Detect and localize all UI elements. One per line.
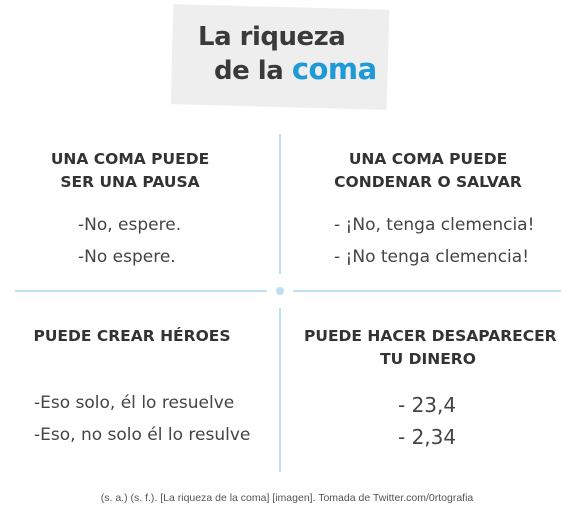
horizontal-divider-left [15,290,267,292]
horizontal-divider-right [293,290,561,292]
quadrant-1-heading-line-2: SER UNA PAUSA [60,173,200,191]
quadrant-2-heading-line-2: CONDENAR O SALVAR [334,173,522,191]
vertical-divider-bottom [279,308,281,472]
quadrant-3-heading: PUEDE CREAR HÉROES [22,325,242,348]
quadrant-2-example-1: - ¡No, tenga clemencia! [334,215,535,235]
divider-center-dot [276,287,284,295]
quadrant-1-example-1: -No, espere. [78,215,182,235]
quadrant-1-example-2: -No espere. [78,247,176,267]
quadrant-4-example-1: - 23,4 [398,393,457,417]
quadrant-3-heading-line-1: PUEDE CREAR HÉROES [33,327,231,345]
quadrant-4-heading-line-1: PUEDE HACER DESAPARECER [304,327,557,345]
title-line-1: La riqueza [198,22,346,52]
quadrant-1-heading: UNA COMA PUEDE SER UNA PAUSA [40,148,220,194]
title-line-2-prefix: de la [214,56,292,86]
title-highlight: coma [291,52,377,86]
quadrant-3-example-1: -Eso solo, él lo resuelve [34,393,235,413]
quadrant-4-heading-line-2: TU DINERO [380,350,476,368]
quadrant-2-heading-line-1: UNA COMA PUEDE [348,150,508,168]
vertical-divider-top [279,134,281,274]
title-line-2: de la coma [214,52,377,86]
quadrant-1-heading-line-1: UNA COMA PUEDE [50,150,210,168]
quadrant-4-example-2: - 2,34 [398,425,457,449]
quadrant-4-heading: PUEDE HACER DESAPARECER TU DINERO [304,325,557,371]
quadrant-3-example-2: -Eso, no solo él lo resulve [34,425,251,445]
quadrant-2-example-2: - ¡No tenga clemencia! [334,247,530,267]
quadrant-2-heading: UNA COMA PUEDE CONDENAR O SALVAR [318,148,538,194]
image-caption: (s. a.) (s. f.). [La riqueza de la coma]… [100,492,474,504]
